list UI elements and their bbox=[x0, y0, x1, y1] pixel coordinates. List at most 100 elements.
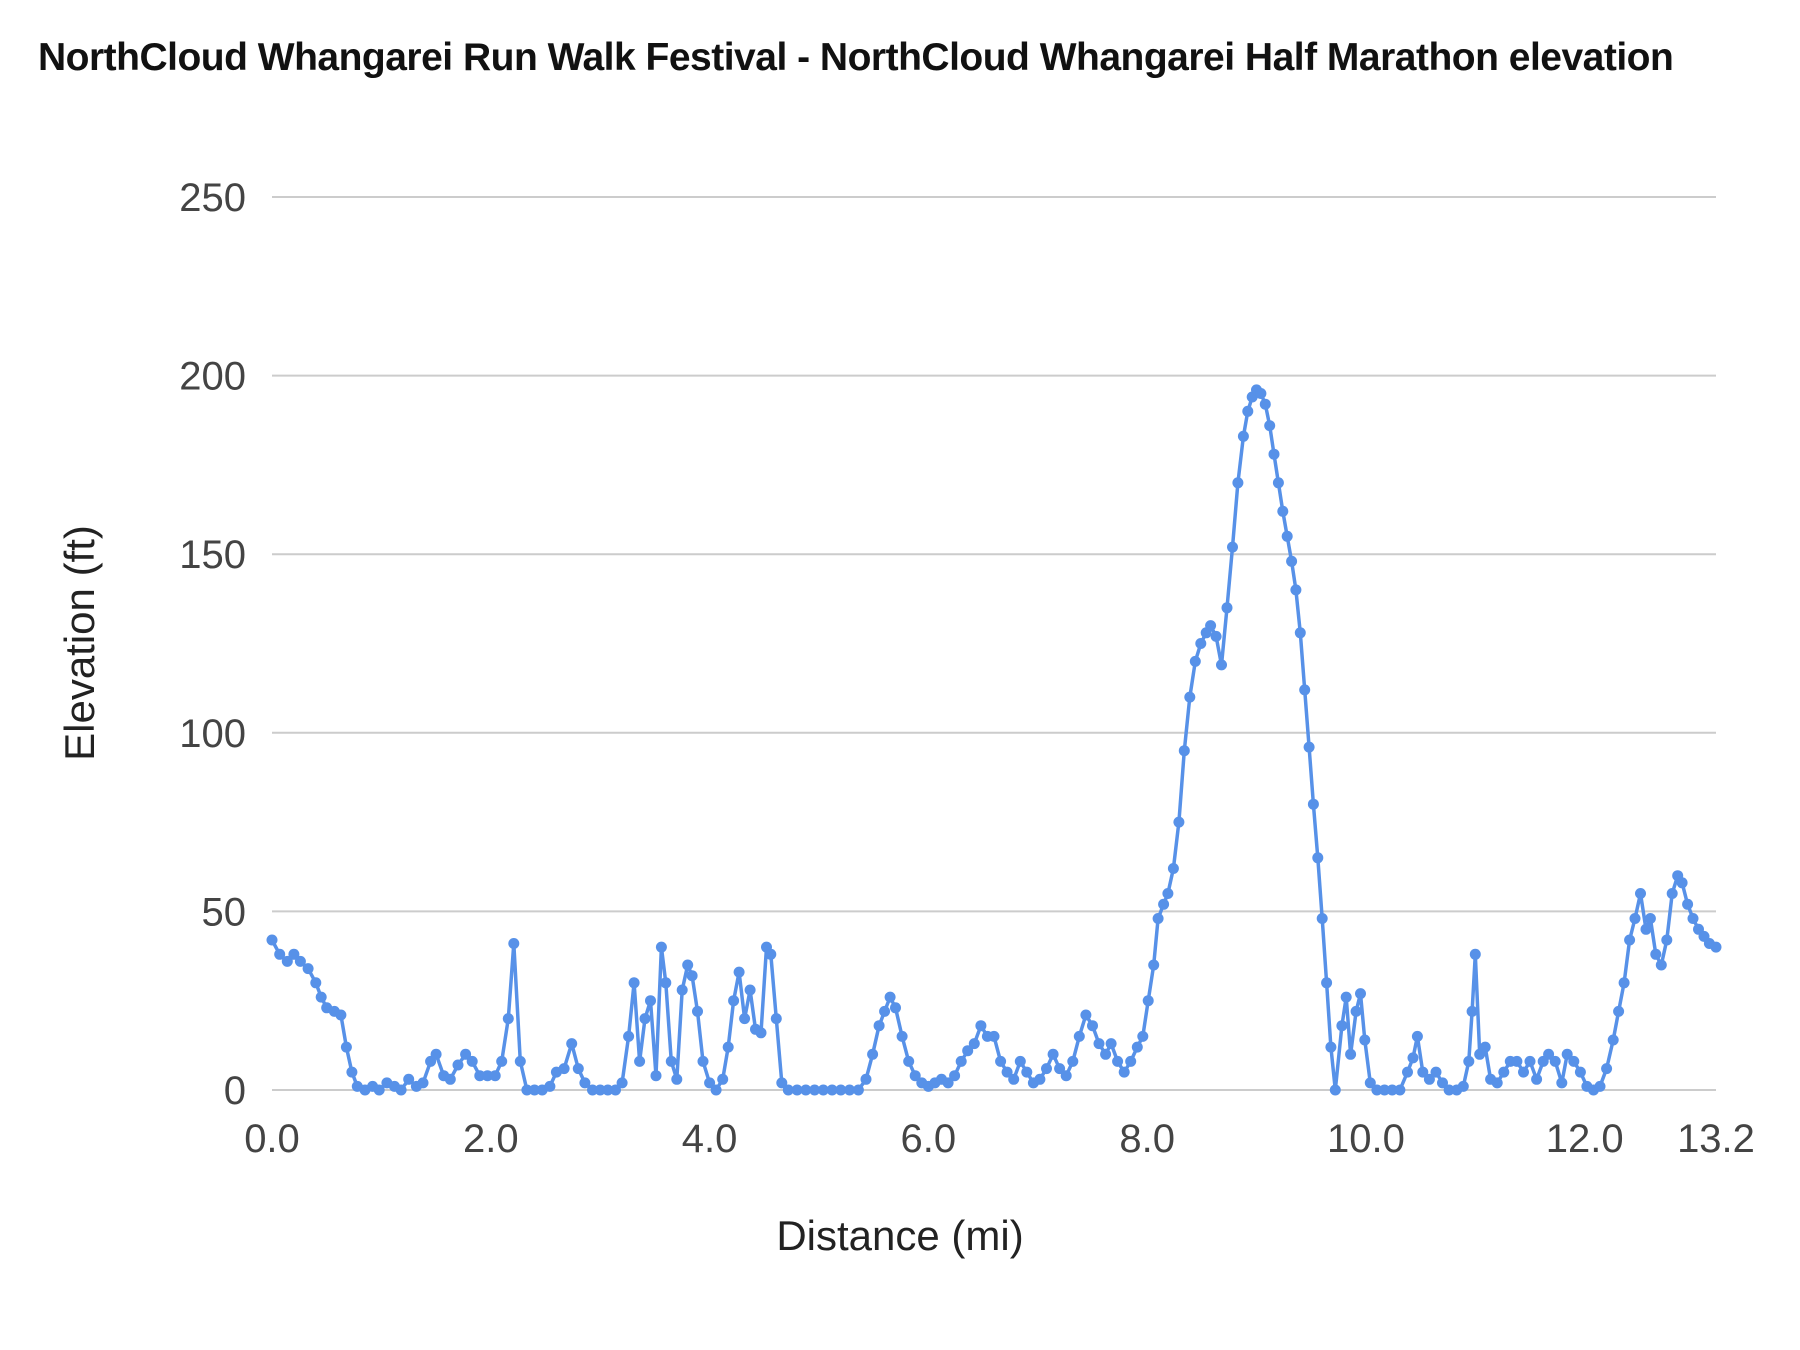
data-point-marker bbox=[682, 959, 694, 971]
data-point-marker bbox=[1624, 934, 1636, 946]
data-point-marker bbox=[1268, 448, 1280, 460]
data-point-marker bbox=[791, 1084, 803, 1096]
data-point-marker bbox=[1131, 1041, 1143, 1053]
data-point-marker bbox=[1014, 1055, 1026, 1067]
data-point-marker bbox=[1629, 913, 1641, 924]
data-point-marker bbox=[1574, 1066, 1586, 1078]
data-point-marker bbox=[782, 1084, 794, 1096]
data-point-marker bbox=[728, 995, 740, 1007]
data-point-marker bbox=[1661, 934, 1673, 946]
data-point-marker bbox=[1237, 430, 1249, 442]
data-point-marker bbox=[1041, 1063, 1052, 1075]
data-point-marker bbox=[1666, 888, 1678, 899]
data-point-marker bbox=[755, 1027, 767, 1039]
data-point-marker bbox=[1423, 1073, 1435, 1085]
data-point-marker bbox=[1407, 1052, 1419, 1064]
data-point-marker bbox=[288, 948, 300, 960]
data-point-marker bbox=[1561, 1048, 1573, 1060]
data-point-marker bbox=[1682, 898, 1694, 910]
data-point-marker bbox=[909, 1070, 921, 1082]
data-point-marker bbox=[770, 1013, 782, 1025]
data-point-marker bbox=[302, 963, 314, 975]
data-point-marker bbox=[417, 1077, 429, 1089]
data-point-marker bbox=[452, 1059, 464, 1071]
x-tick-label: 6.0 bbox=[901, 1117, 957, 1161]
data-point-marker bbox=[1060, 1070, 1072, 1082]
data-point-marker bbox=[1543, 1048, 1555, 1060]
data-point-marker bbox=[1255, 388, 1267, 399]
data-point-marker bbox=[1112, 1055, 1124, 1067]
data-point-marker bbox=[628, 977, 640, 989]
data-point-marker bbox=[844, 1084, 856, 1096]
data-point-marker bbox=[1511, 1055, 1523, 1067]
data-point-marker bbox=[671, 1073, 683, 1085]
data-point-marker bbox=[686, 970, 698, 982]
data-point-marker bbox=[942, 1077, 954, 1089]
y-tick-label: 50 bbox=[202, 890, 247, 934]
data-point-marker bbox=[1221, 602, 1233, 614]
x-tick-label: 10.0 bbox=[1327, 1117, 1405, 1161]
x-tick-label: 8.0 bbox=[1119, 1117, 1175, 1161]
data-point-marker bbox=[692, 1005, 703, 1017]
data-point-marker bbox=[482, 1070, 493, 1082]
data-point-marker bbox=[489, 1070, 501, 1082]
data-point-marker bbox=[1676, 877, 1688, 889]
data-point-marker bbox=[1402, 1066, 1413, 1078]
elevation-line bbox=[270, 388, 1718, 1092]
data-point-marker bbox=[1142, 995, 1154, 1007]
data-point-marker bbox=[1417, 1066, 1429, 1078]
data-point-marker bbox=[1210, 630, 1222, 642]
data-point-marker bbox=[1148, 959, 1160, 971]
data-point-marker bbox=[1303, 741, 1315, 753]
data-point-marker bbox=[602, 1084, 614, 1096]
data-point-marker bbox=[655, 941, 667, 953]
data-point-marker bbox=[373, 1084, 385, 1096]
data-point-marker bbox=[1034, 1073, 1046, 1085]
data-point-marker bbox=[1167, 863, 1179, 874]
data-point-marker bbox=[809, 1084, 821, 1096]
data-point-marker bbox=[1355, 988, 1366, 1000]
y-tick-label: 0 bbox=[224, 1069, 246, 1113]
data-point-marker bbox=[1125, 1055, 1137, 1067]
data-point-marker bbox=[1299, 684, 1311, 696]
data-point-marker bbox=[639, 1013, 651, 1025]
data-point-marker bbox=[884, 991, 896, 1003]
data-point-marker bbox=[1394, 1084, 1406, 1096]
data-point-marker bbox=[765, 948, 777, 960]
data-point-marker bbox=[873, 1020, 885, 1032]
data-point-marker bbox=[466, 1055, 478, 1067]
data-point-marker bbox=[1232, 477, 1244, 489]
data-point-marker bbox=[645, 995, 656, 1007]
data-point-marker bbox=[1047, 1048, 1059, 1060]
data-point-marker bbox=[579, 1077, 591, 1089]
data-point-marker bbox=[660, 977, 672, 989]
data-point-marker bbox=[294, 955, 306, 967]
y-tick-label: 250 bbox=[179, 176, 246, 220]
data-point-marker bbox=[502, 1013, 514, 1025]
data-point-marker bbox=[1054, 1063, 1066, 1075]
data-point-marker bbox=[1286, 555, 1298, 567]
data-point-marker bbox=[544, 1080, 556, 1092]
data-point-marker bbox=[1307, 798, 1319, 810]
data-point-marker bbox=[1524, 1055, 1536, 1067]
data-point-marker bbox=[403, 1073, 415, 1085]
data-point-marker bbox=[722, 1041, 734, 1053]
data-point-marker bbox=[1152, 913, 1164, 924]
data-point-marker bbox=[1469, 948, 1481, 960]
data-point-marker bbox=[430, 1048, 442, 1060]
data-point-marker bbox=[1379, 1084, 1390, 1096]
data-point-marker bbox=[890, 1002, 901, 1014]
data-point-marker bbox=[346, 1066, 358, 1078]
x-tick-label: 4.0 bbox=[682, 1117, 738, 1161]
data-point-marker bbox=[1316, 913, 1328, 924]
data-point-marker bbox=[1105, 1038, 1117, 1050]
data-point-marker bbox=[1710, 941, 1722, 953]
data-point-marker bbox=[1635, 888, 1646, 899]
data-point-marker bbox=[1158, 898, 1170, 910]
data-point-marker bbox=[274, 948, 286, 960]
data-point-marker bbox=[835, 1084, 847, 1096]
data-point-marker bbox=[1443, 1084, 1455, 1096]
data-point-marker bbox=[955, 1055, 967, 1067]
data-point-marker bbox=[1073, 1030, 1085, 1042]
data-point-marker bbox=[572, 1063, 584, 1075]
